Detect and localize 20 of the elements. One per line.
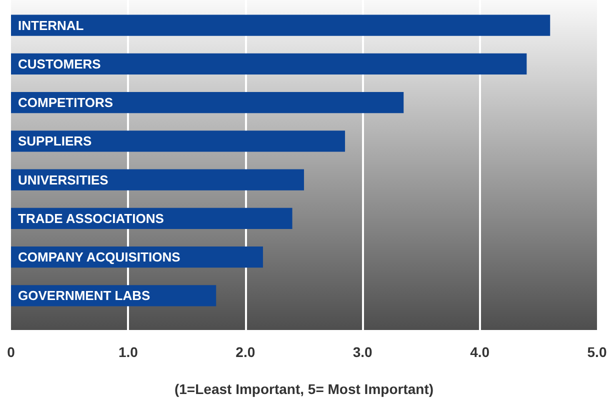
y-tick-label: CUSTOMERS [18,56,102,72]
y-tick-label: COMPETITORS [18,95,114,110]
bar [11,53,527,75]
bar [11,169,304,190]
x-tick-label: 3.0 [352,344,373,360]
x-tick-label: 1.0 [118,344,138,360]
x-tick-label: 0 [7,344,16,360]
x-axis-title: (1=Least Important, 5= Most Important) [174,381,434,397]
bar [11,92,404,114]
y-tick-label: COMPANY ACQUISITIONS [18,250,181,265]
x-tick-label: 4.0 [470,344,490,360]
bar [11,130,346,152]
x-tick-label: 2.0 [236,344,256,360]
x-tick-label: 5.0 [587,344,607,360]
y-tick-label: SUPPLIERS [18,134,92,149]
y-tick-label: UNIVERSITIES [18,172,109,188]
y-tick-label: GOVERNMENT LABS [18,288,150,304]
bar [11,14,550,36]
y-tick-label: INTERNAL [18,18,84,33]
y-tick-label: TRADE ASSOCIATIONS [18,210,164,226]
